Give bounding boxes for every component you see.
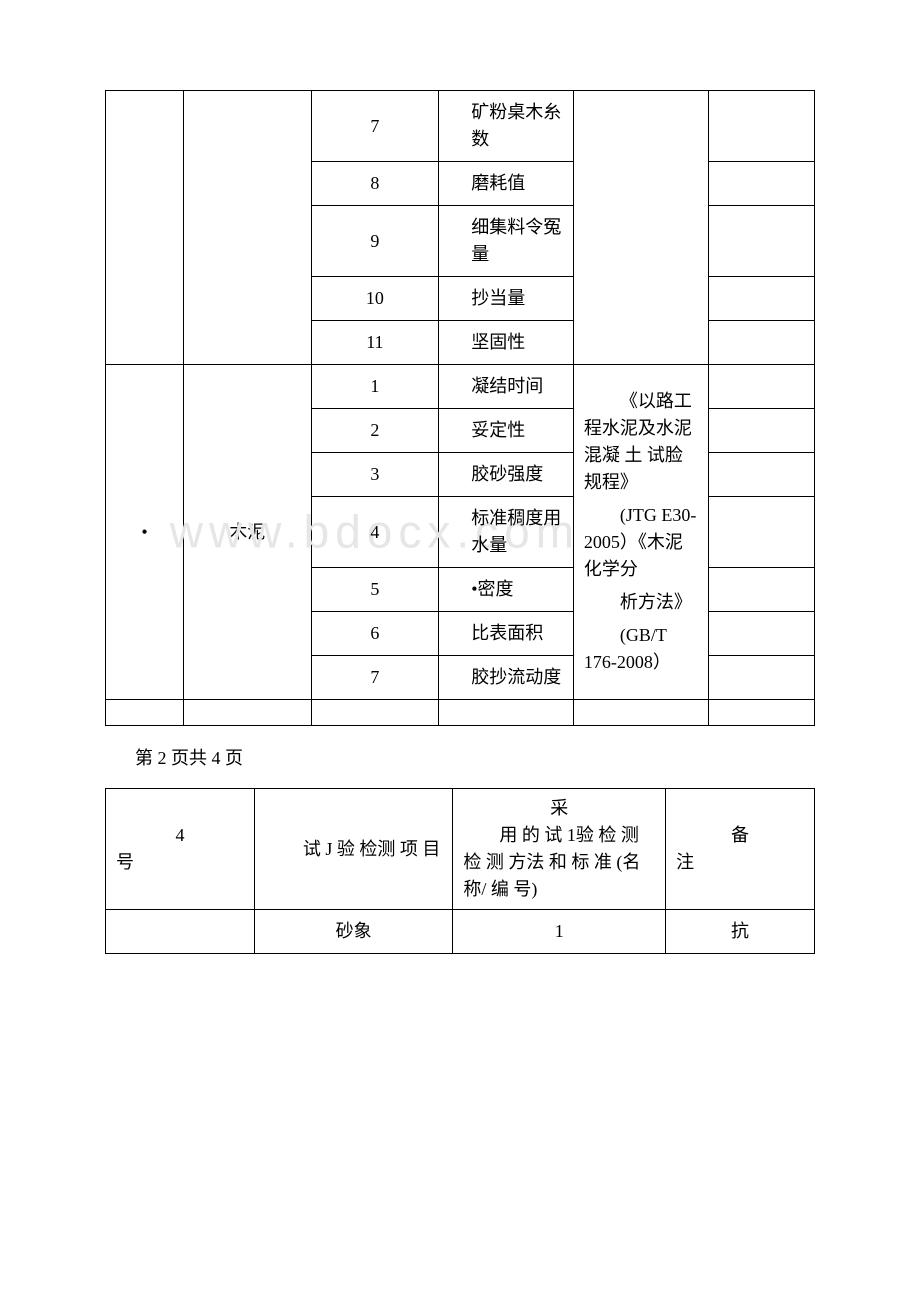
blank-cell	[708, 321, 814, 365]
header-text: 4	[116, 822, 244, 849]
row-num: 7	[311, 656, 439, 700]
standard-text: 《以路工程水泥及水泥混凝 土 试脸规程》	[584, 388, 698, 496]
row-num-text: 4	[370, 522, 379, 542]
table-row: 4 号 试 J 验 检测 项 目 采 用 的 试 1验 检 测 检 测 方法 和…	[106, 789, 815, 910]
header-cell: 采 用 的 试 1验 检 测 检 测 方法 和 标 准 (名称/ 编 号)	[453, 789, 666, 910]
group-label: 木泥	[183, 365, 311, 700]
row-num: www.bdocx.com 4	[311, 497, 439, 568]
row-param: 胶砂强度	[439, 453, 574, 497]
row-param: 磨耗值	[439, 162, 574, 206]
data-cell: 1	[453, 910, 666, 954]
blank-cell	[183, 700, 311, 726]
blank-cell	[708, 453, 814, 497]
row-param: 矿粉桌木糸数	[439, 91, 574, 162]
row-param: •密度	[439, 568, 574, 612]
header-text: 号	[116, 849, 244, 876]
standard-text: 析方法》	[584, 589, 698, 616]
blank-cell	[708, 162, 814, 206]
blank-cell	[708, 365, 814, 409]
row-num: 1	[311, 365, 439, 409]
blank-cell	[708, 612, 814, 656]
data-cell: 抗	[666, 910, 815, 954]
header-text: 备	[676, 822, 804, 849]
blank-cell	[311, 700, 439, 726]
header-cell: 备 注	[666, 789, 815, 910]
blank-cell	[106, 700, 184, 726]
row-param: 细集料令冤量	[439, 206, 574, 277]
blank-cell	[708, 656, 814, 700]
page-caption: 第 2 页共 4 页	[135, 744, 815, 770]
blank-cell	[439, 700, 574, 726]
blank-cell	[573, 91, 708, 365]
blank-cell	[183, 91, 311, 365]
header-text: 试 J 验 检测 项 目	[265, 836, 443, 863]
table-row: 7 矿粉桌木糸数	[106, 91, 815, 162]
header-text: 用 的 试 1验 检 测 检 测 方法 和 标 准 (名称/ 编 号)	[463, 822, 655, 903]
row-param: 胶抄流动度	[439, 656, 574, 700]
second-table: 4 号 试 J 验 检测 项 目 采 用 的 试 1验 检 测 检 测 方法 和…	[105, 788, 815, 954]
group-dot: •	[106, 365, 184, 700]
row-num: 3	[311, 453, 439, 497]
row-param: 标准稠度用水量	[439, 497, 574, 568]
header-cell: 试 J 验 检测 项 目	[254, 789, 453, 910]
blank-cell	[106, 91, 184, 365]
row-num: 8	[311, 162, 439, 206]
row-param: 坚固性	[439, 321, 574, 365]
row-num: 6	[311, 612, 439, 656]
main-table: 7 矿粉桌木糸数 8 磨耗值 9 细集料令冤量 10 抄当量 11 坚固性 • …	[105, 90, 815, 726]
header-text: 注	[676, 849, 804, 876]
blank-cell	[708, 277, 814, 321]
blank-cell	[708, 497, 814, 568]
blank-cell	[708, 206, 814, 277]
blank-cell	[708, 568, 814, 612]
table-row: 砂象 1 抗	[106, 910, 815, 954]
row-param: 比表面积	[439, 612, 574, 656]
header-text: 采	[463, 795, 655, 822]
row-param: 凝结时间	[439, 365, 574, 409]
row-param: 妥定性	[439, 409, 574, 453]
blank-cell	[708, 700, 814, 726]
data-cell: 砂象	[254, 910, 453, 954]
blank-cell	[708, 409, 814, 453]
table-row: • 木泥 1 凝结时间 《以路工程水泥及水泥混凝 土 试脸规程》 (JTG E3…	[106, 365, 815, 409]
blank-cell	[106, 910, 255, 954]
row-num: 9	[311, 206, 439, 277]
blank-cell	[708, 91, 814, 162]
row-num: 10	[311, 277, 439, 321]
row-num: 7	[311, 91, 439, 162]
table-row	[106, 700, 815, 726]
row-param: 抄当量	[439, 277, 574, 321]
blank-cell	[573, 700, 708, 726]
row-num: 11	[311, 321, 439, 365]
row-num: 5	[311, 568, 439, 612]
header-cell: 4 号	[106, 789, 255, 910]
row-num: 2	[311, 409, 439, 453]
standard-text: (GB/T 176-2008）	[584, 622, 698, 676]
standard-cell: 《以路工程水泥及水泥混凝 土 试脸规程》 (JTG E30-2005）《木泥化学…	[573, 365, 708, 700]
standard-text: (JTG E30-2005）《木泥化学分	[584, 502, 698, 583]
